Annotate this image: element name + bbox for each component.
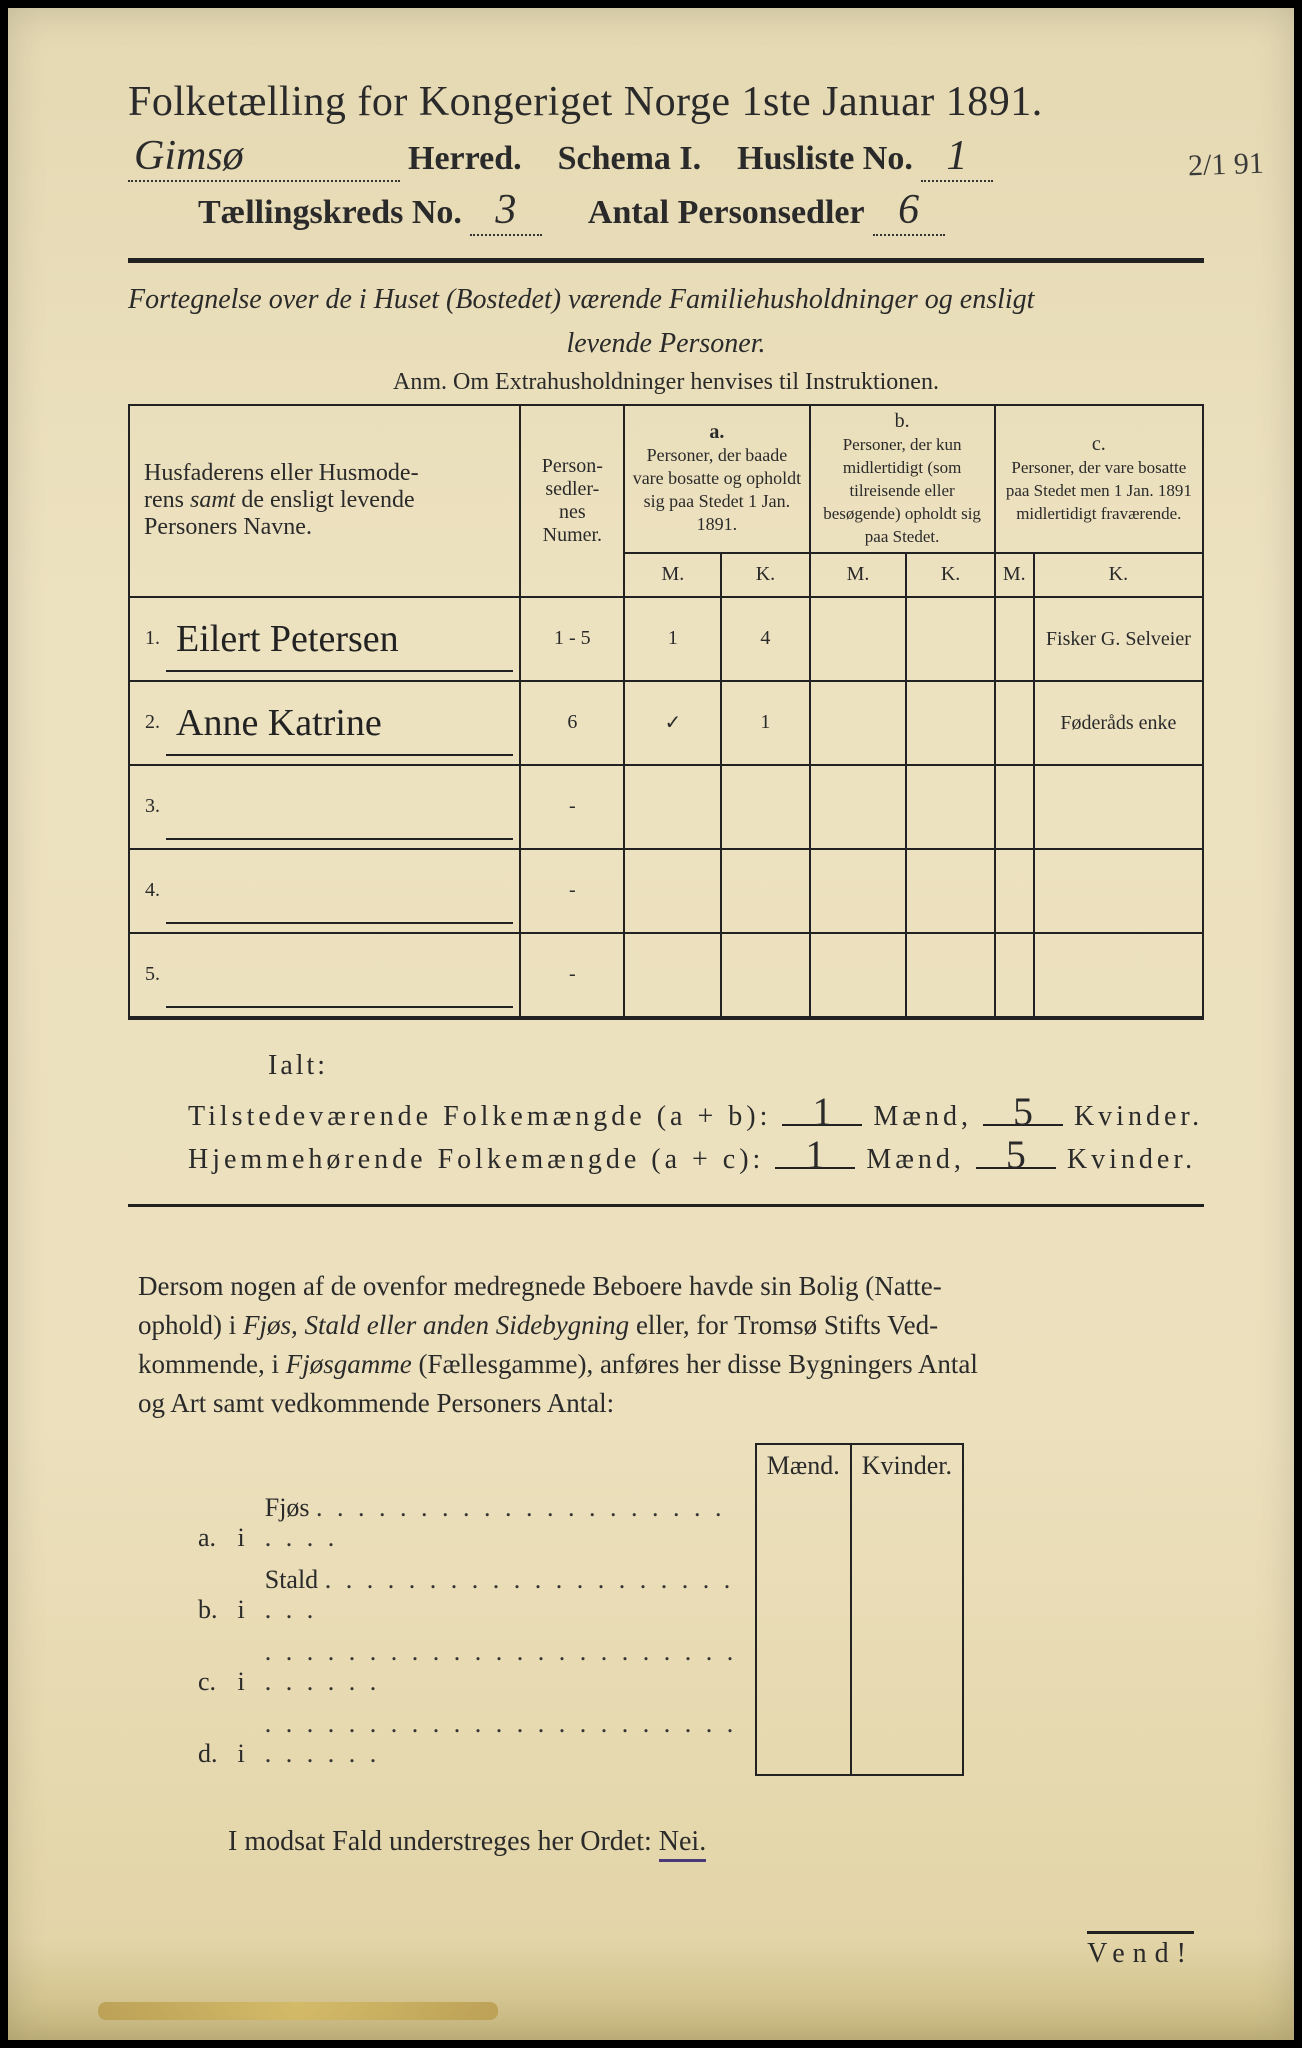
present-population-line: Tilstedeværende Folkemængde (a + b): 1 M…	[188, 1100, 1204, 1133]
ialt-label: Ialt:	[268, 1050, 1204, 1082]
present-women: 5	[983, 1100, 1063, 1126]
sub-row: b. i Stald . . . . . . . . . . . . . . .…	[188, 1559, 963, 1631]
table-row: 3. -	[129, 765, 1203, 849]
anm-note: Anm. Om Extrahusholdninger henvises til …	[128, 369, 1204, 396]
divider	[128, 1204, 1204, 1207]
person-name: Anne Katrine	[172, 702, 382, 744]
col-header-names: Husfaderens eller Husmode-rens samt de e…	[129, 405, 520, 597]
header-line-2: Gimsø Herred. Schema I. Husliste No. 1	[128, 132, 1204, 182]
subtitle-line1: Fortegnelse over de i Huset (Bostedet) v…	[128, 281, 1204, 319]
person-name: Eilert Petersen	[172, 618, 399, 660]
row-note: Føderåds enke	[1034, 681, 1203, 765]
herred-label: Herred.	[408, 140, 522, 178]
census-form-page: Folketælling for Kongeriget Norge 1ste J…	[0, 0, 1302, 2048]
sub-row: a. i Fjøs . . . . . . . . . . . . . . . …	[188, 1487, 963, 1559]
divider	[128, 258, 1204, 263]
row-note: Fisker G. Selveier	[1034, 597, 1203, 681]
resident-population-line: Hjemmehørende Folkemængde (a + c): 1 Mæn…	[188, 1143, 1204, 1176]
table-row: 4. -	[129, 849, 1203, 933]
table-row: 5. -	[129, 933, 1203, 1018]
outbuilding-table: Mænd. Kvinder. a. i Fjøs . . . . . . . .…	[188, 1443, 964, 1776]
resident-women: 5	[976, 1143, 1056, 1169]
main-census-table: Husfaderens eller Husmode-rens samt de e…	[128, 404, 1204, 1020]
col-header-numer: Person-sedler-nesNumer.	[520, 405, 624, 597]
present-men: 1	[782, 1100, 862, 1126]
resident-men: 1	[775, 1143, 855, 1169]
husliste-label: Husliste No.	[737, 140, 913, 178]
paper-tear-decoration	[98, 2002, 498, 2020]
sub-kvinder-header: Kvinder.	[851, 1444, 963, 1487]
antal-value: 6	[873, 186, 945, 236]
nei-line: I modsat Fald understreges her Ordet: Ne…	[228, 1826, 1204, 1858]
col-header-b: b. Personer, der kun midlertidigt (som t…	[810, 405, 995, 553]
husliste-value: 1	[921, 132, 993, 182]
kreds-label: Tællingskreds No.	[198, 194, 462, 232]
herred-value: Gimsø	[128, 132, 400, 182]
col-header-c: c. Personer, der vare bosatte paa Stedet…	[995, 405, 1203, 553]
table-row: 2. Anne Katrine 6 ✓ 1 Føderåds enke	[129, 681, 1203, 765]
page-title: Folketælling for Kongeriget Norge 1ste J…	[128, 78, 1204, 126]
margin-date-note: 2/1 91	[1188, 147, 1265, 184]
sub-maend-header: Mænd.	[756, 1444, 851, 1487]
sub-row: d. i . . . . . . . . . . . . . . . . . .…	[188, 1703, 963, 1775]
sedler-value: 6	[520, 681, 624, 765]
sub-row: c. i . . . . . . . . . . . . . . . . . .…	[188, 1631, 963, 1703]
table-row: 1. Eilert Petersen 1 - 5 1 4 Fisker G. S…	[129, 597, 1203, 681]
nei-word: Nei.	[659, 1826, 706, 1862]
antal-label: Antal Personsedler	[588, 194, 865, 232]
subtitle-line2: levende Personer.	[128, 325, 1204, 363]
kreds-value: 3	[470, 186, 542, 236]
header-line-3: Tællingskreds No. 3 Antal Personsedler 6	[198, 186, 1204, 236]
outbuilding-paragraph: Dersom nogen af de ovenfor medregnede Be…	[138, 1267, 1194, 1424]
vend-label: Vend!	[1087, 1931, 1194, 1970]
schema-label: Schema I.	[558, 140, 702, 178]
col-header-a: a. Personer, der baade vare bosatte og o…	[624, 405, 809, 553]
sedler-value: 1 - 5	[520, 597, 624, 681]
